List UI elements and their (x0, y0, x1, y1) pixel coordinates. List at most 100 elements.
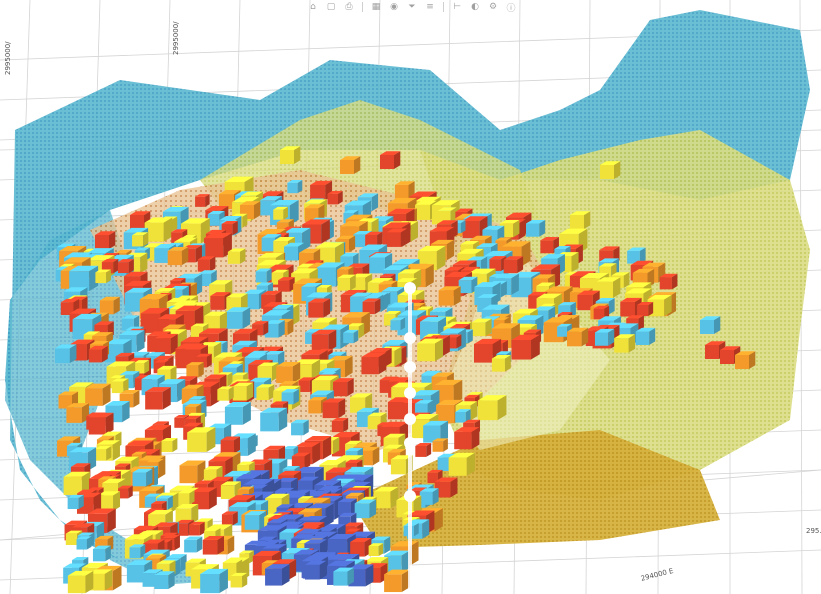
model-block (133, 360, 150, 374)
model-block (255, 268, 272, 283)
box-icon[interactable]: ▢ (326, 2, 336, 12)
model-block (273, 206, 288, 220)
model-block (291, 452, 311, 469)
model-block (511, 334, 540, 360)
block-model (55, 146, 756, 594)
drillhole-marker[interactable] (404, 437, 416, 449)
model-block (111, 378, 129, 394)
model-block (276, 361, 301, 384)
model-block (92, 545, 111, 562)
model-block (394, 181, 415, 199)
model-block (132, 232, 149, 247)
model-block (596, 277, 621, 298)
drillhole-marker[interactable] (404, 387, 416, 399)
model-block (455, 409, 471, 423)
model-block (384, 550, 410, 573)
model-block (95, 269, 111, 284)
model-block (503, 256, 524, 274)
layers-icon[interactable]: ≡ (426, 2, 434, 12)
model-block (184, 536, 203, 553)
model-block (88, 345, 108, 363)
model-block (119, 390, 140, 408)
info-icon[interactable]: ⓘ (506, 3, 516, 14)
model-block (161, 437, 178, 453)
filter-icon[interactable]: ⏷ (408, 2, 416, 12)
model-block (594, 328, 615, 346)
model-block (311, 329, 337, 352)
model-block (637, 302, 654, 317)
model-block (202, 535, 224, 555)
model-block (281, 389, 299, 405)
drillhole-marker[interactable] (404, 332, 416, 344)
model-block (308, 298, 331, 318)
model-block (118, 485, 133, 499)
settings-icon[interactable]: ⚙ (488, 2, 498, 12)
model-block (448, 452, 475, 476)
model-block (252, 321, 269, 336)
model-block (423, 420, 449, 443)
model-block (265, 564, 290, 586)
model-block (85, 383, 111, 406)
model-block (99, 296, 120, 315)
model-block (337, 498, 357, 515)
grid-icon[interactable]: ▦ (371, 2, 381, 12)
model-block (477, 395, 507, 421)
toolbar-separator (443, 2, 444, 12)
model-block (417, 338, 444, 362)
model-block (144, 217, 173, 242)
model-block (735, 351, 756, 369)
model-block (287, 180, 303, 194)
drillhole-markers (404, 282, 416, 594)
model-block (358, 446, 380, 466)
camera-icon[interactable]: ◉ (390, 2, 398, 12)
model-block (614, 334, 636, 353)
model-block (600, 161, 621, 179)
model-block (230, 572, 248, 588)
model-block (178, 490, 195, 505)
model-block (419, 488, 439, 505)
ruler-icon[interactable]: ⊢ (453, 2, 461, 12)
model-block (232, 382, 254, 401)
model-block (260, 407, 288, 432)
model-block (101, 258, 119, 274)
model-block (304, 560, 327, 580)
model-block (67, 494, 84, 509)
model-block (331, 417, 349, 433)
model-block (200, 568, 228, 594)
drillhole-marker[interactable] (404, 361, 416, 373)
toolbar-separator (362, 2, 363, 12)
drillhole-marker[interactable] (404, 413, 416, 425)
color-icon[interactable]: ◐ (471, 2, 479, 12)
model-block (278, 277, 295, 292)
model-block (244, 511, 267, 530)
drillhole-marker[interactable] (404, 282, 416, 294)
print-icon[interactable]: ⎙ (345, 2, 353, 12)
home-icon[interactable]: ⌂ (310, 2, 316, 12)
model-block (58, 391, 79, 409)
model-block (361, 352, 387, 375)
model-block (567, 327, 589, 347)
model-block (432, 438, 448, 452)
model-block (471, 318, 492, 337)
model-block (76, 536, 92, 550)
model-block (203, 232, 232, 258)
model-block (67, 570, 94, 594)
model-block (167, 247, 189, 266)
model-block (221, 511, 238, 526)
model-block (340, 156, 361, 174)
axis-label-northing-2: 2995000/ (172, 21, 180, 55)
model-block (186, 362, 204, 378)
model-block (154, 571, 175, 590)
model-block (362, 298, 381, 315)
model-block (195, 194, 210, 207)
model-block (343, 329, 359, 344)
model-block (97, 491, 121, 512)
model-block (438, 286, 461, 306)
model-block (491, 355, 511, 372)
model-block (95, 231, 116, 249)
drillhole-marker[interactable] (404, 490, 416, 502)
model-block (197, 256, 216, 272)
model-block (224, 402, 251, 425)
